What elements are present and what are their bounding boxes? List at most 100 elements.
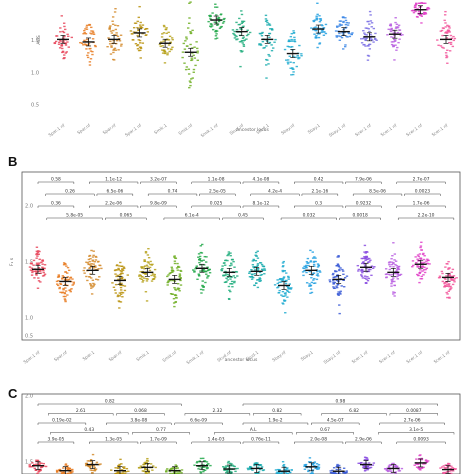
data-point: [89, 284, 93, 286]
x-tick-label: Sbay.1 nf: [323, 349, 342, 364]
data-point: [114, 283, 118, 286]
data-point: [278, 281, 281, 284]
data-point: [366, 279, 370, 282]
data-point: [335, 285, 338, 287]
data-point: [418, 272, 421, 275]
data-point: [240, 51, 243, 53]
data-point: [64, 300, 67, 303]
data-point: [183, 48, 187, 50]
data-point: [110, 45, 113, 47]
data-point: [132, 31, 136, 33]
data-point: [59, 31, 62, 33]
significance-bracket: 2.0e-08: [294, 437, 344, 444]
data-point: [451, 466, 454, 469]
data-point: [265, 19, 269, 22]
data-point: [363, 277, 367, 279]
data-point: [416, 8, 419, 10]
data-point: [395, 269, 399, 271]
p-value-label: 3.8e-08: [130, 418, 147, 424]
data-point: [445, 466, 449, 469]
data-point: [239, 28, 242, 30]
data-point: [277, 292, 281, 294]
data-point: [151, 273, 155, 275]
data-point: [167, 48, 170, 50]
data-point: [258, 43, 261, 45]
significance-bracket: 0.77: [132, 427, 190, 435]
data-point: [445, 37, 449, 39]
data-point: [392, 291, 395, 293]
category-group: Spar.1 nf: [47, 15, 73, 138]
data-point: [195, 41, 198, 43]
category-group: [439, 462, 457, 474]
data-point: [256, 250, 259, 252]
data-point: [278, 469, 281, 471]
data-point: [369, 33, 372, 36]
data-point: [61, 291, 65, 293]
data-point: [91, 279, 95, 281]
data-point: [198, 258, 202, 260]
data-point: [172, 466, 175, 469]
y-axis-title: AGS: [36, 35, 42, 44]
data-point: [90, 285, 93, 287]
data-point: [29, 466, 32, 468]
data-point: [94, 268, 98, 271]
data-point: [371, 464, 375, 466]
data-point: [445, 283, 449, 285]
data-point: [145, 278, 148, 280]
x-tick-label: Spar.nf: [76, 122, 91, 135]
data-point: [206, 467, 209, 469]
data-point: [229, 290, 232, 293]
data-point: [209, 18, 212, 20]
data-point: [38, 258, 41, 261]
data-point: [64, 42, 68, 45]
data-point: [66, 276, 69, 278]
data-point: [85, 44, 89, 46]
data-point: [187, 68, 191, 70]
data-point: [311, 471, 314, 473]
data-point: [199, 457, 203, 460]
panel-label: B: [8, 154, 17, 169]
category-group: [55, 463, 74, 474]
data-point: [336, 275, 339, 278]
data-point: [197, 256, 200, 258]
data-point: [43, 273, 47, 275]
data-point: [425, 267, 429, 270]
data-point: [453, 37, 457, 40]
data-point: [92, 282, 95, 285]
data-point: [339, 293, 342, 295]
data-point: [360, 275, 364, 277]
data-point: [387, 273, 391, 276]
significance-bracket: 3.9e-05: [37, 437, 75, 444]
data-point: [420, 261, 423, 263]
data-point: [201, 243, 204, 246]
category-group: Scer.1 nf: [433, 260, 458, 364]
p-value-label: 0.74: [168, 189, 178, 195]
data-point: [41, 260, 45, 262]
data-point: [68, 278, 71, 281]
data-point: [366, 59, 370, 61]
data-point: [139, 465, 143, 467]
data-point: [214, 35, 218, 37]
data-point: [204, 281, 207, 284]
data-point: [167, 274, 170, 276]
data-point: [416, 254, 420, 256]
data-point: [436, 39, 439, 41]
data-point: [138, 24, 142, 26]
x-tick-label: Smik.nf: [177, 122, 193, 135]
data-point: [312, 263, 316, 266]
data-point: [255, 282, 258, 285]
p-value-label: 0.42: [314, 177, 324, 183]
data-point: [119, 45, 123, 47]
data-point: [140, 276, 144, 278]
data-point: [281, 262, 285, 264]
data-point: [166, 468, 169, 470]
data-point: [122, 266, 126, 268]
data-point: [447, 260, 450, 263]
data-point: [449, 34, 453, 37]
data-point: [285, 280, 288, 282]
data-point: [59, 283, 63, 286]
category-group: [413, 454, 430, 471]
data-point: [388, 261, 391, 263]
data-point: [224, 270, 227, 273]
data-point: [415, 2, 418, 4]
